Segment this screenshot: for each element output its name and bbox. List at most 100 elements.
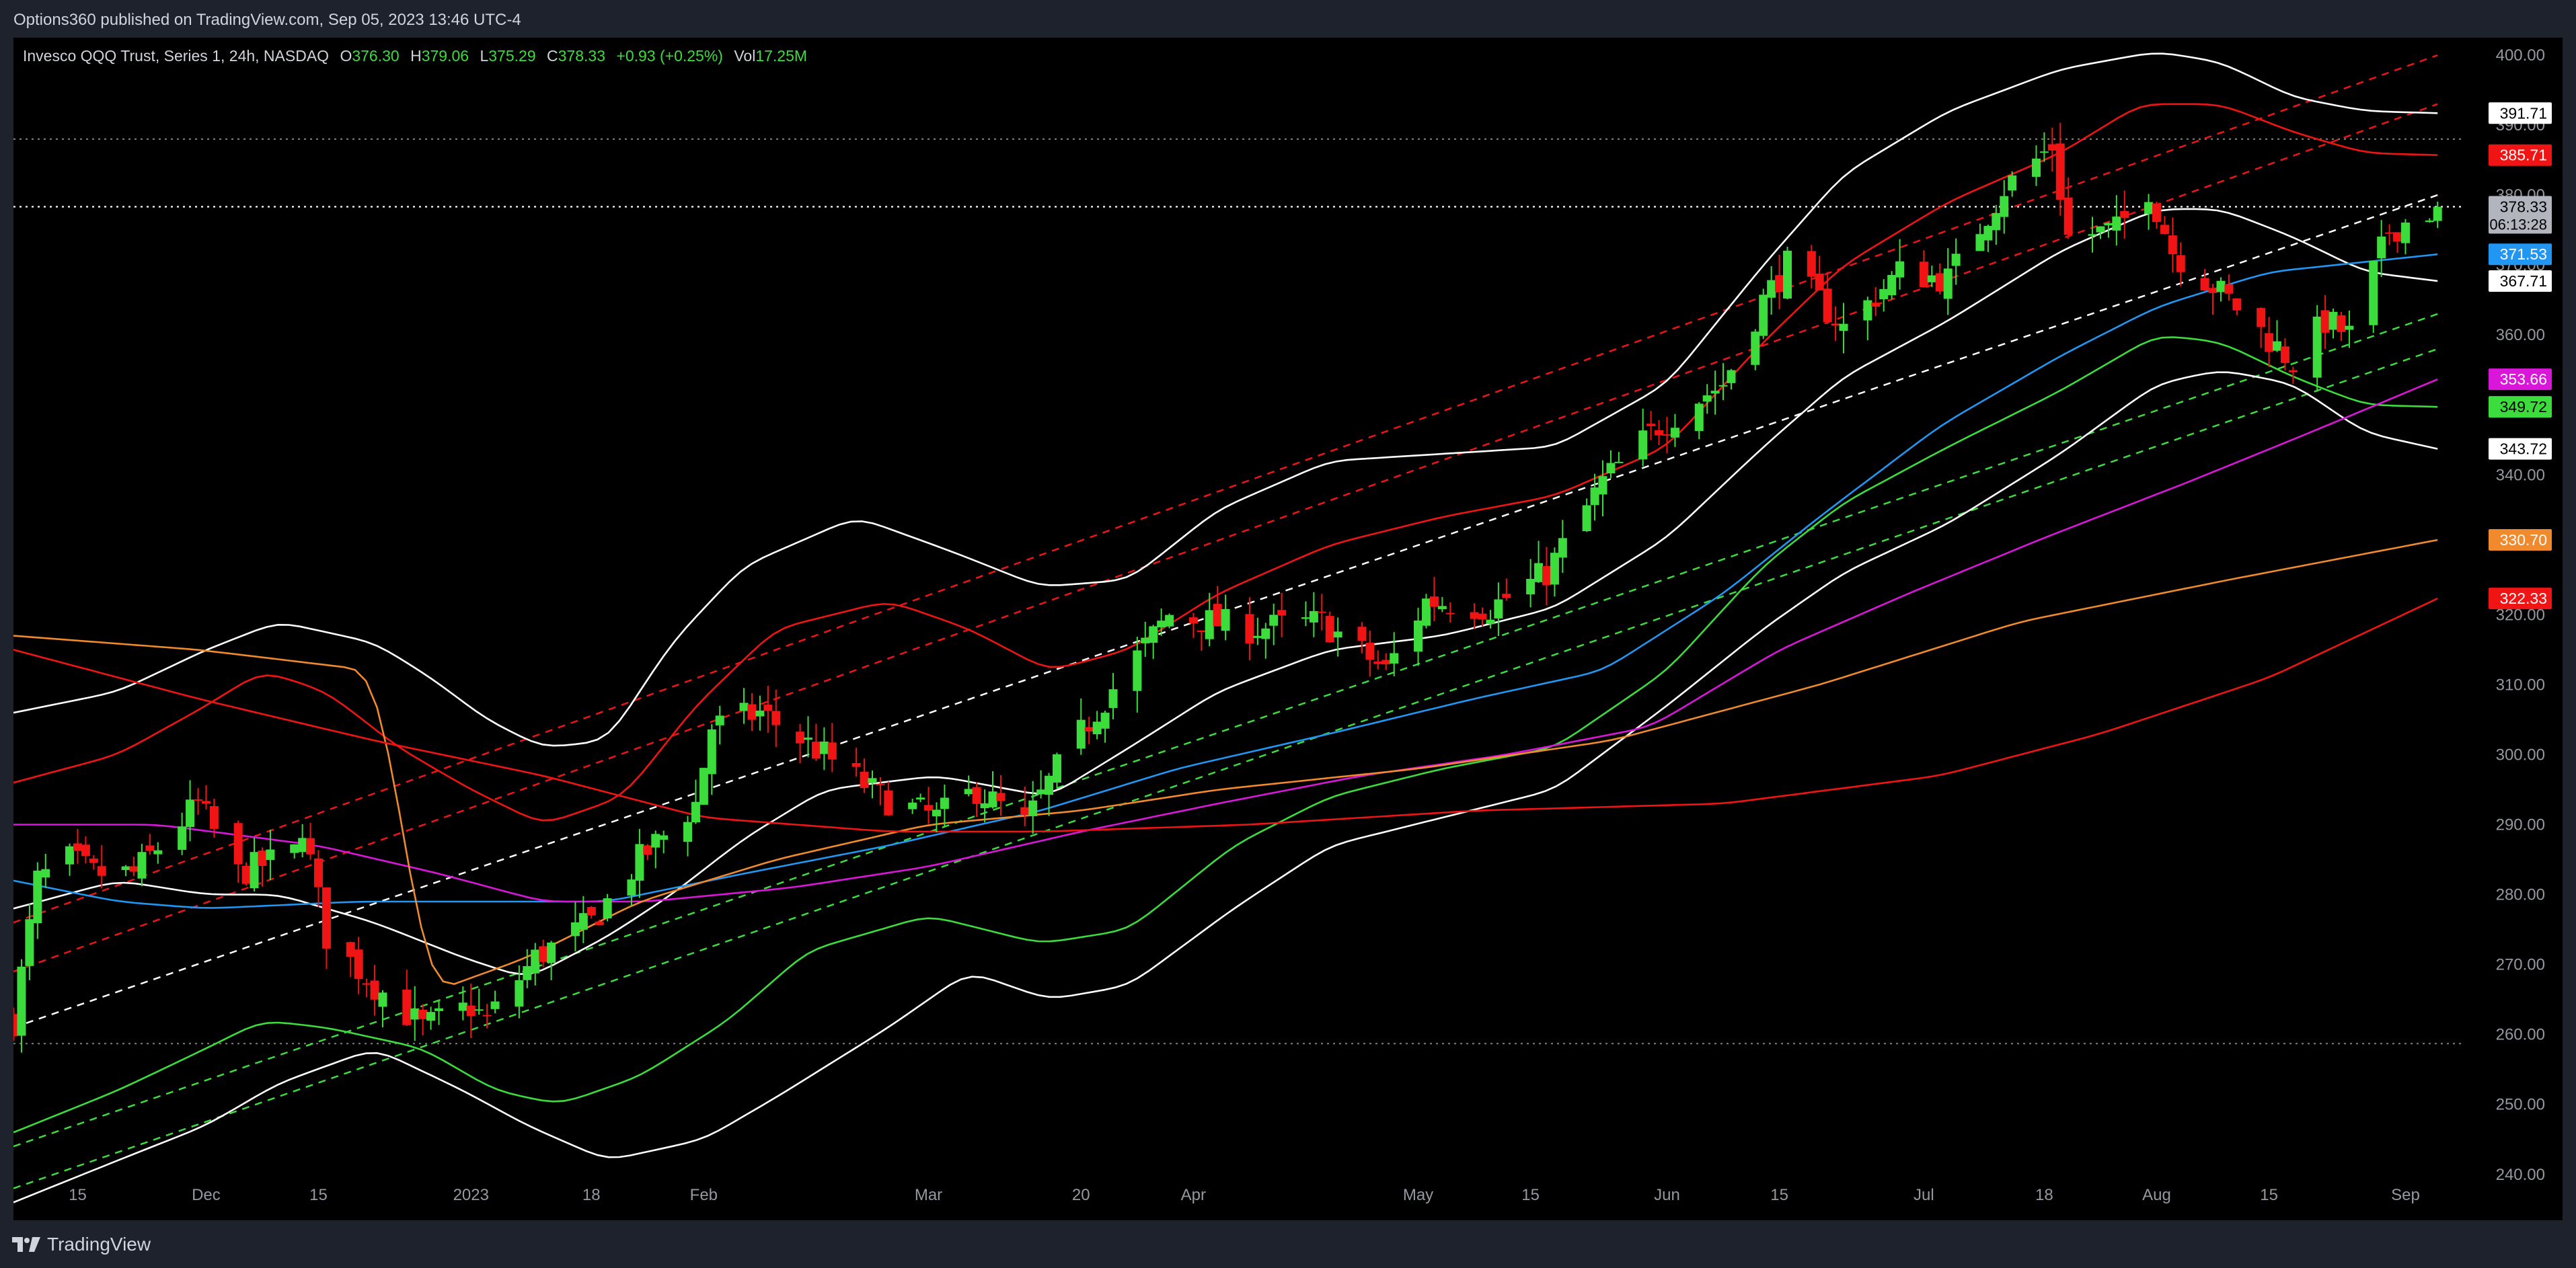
candle-body-112 <box>1261 628 1271 639</box>
candle-body-36 <box>410 1008 420 1020</box>
y-tick-label-1: 250.00 <box>2496 1096 2545 1114</box>
symbol-legend[interactable]: Invesco QQQ Trust, Series 1, 24h, NASDAQ… <box>23 47 807 65</box>
candle-body-117 <box>1317 611 1326 613</box>
candle-body-77 <box>868 778 877 783</box>
candle-body-83 <box>932 809 941 817</box>
candle-body-54 <box>603 898 612 919</box>
candle-body-98 <box>1100 713 1110 729</box>
candle-body-122 <box>1373 661 1383 664</box>
candle-body-76 <box>860 771 869 788</box>
candle-body-64 <box>715 715 724 725</box>
candle-body-213 <box>2393 232 2402 242</box>
candle-body-12 <box>137 852 147 879</box>
indicator-line-8 <box>13 597 2438 833</box>
price-label-text-6: 349.72 <box>2500 398 2547 415</box>
candle-body-200 <box>2257 308 2266 327</box>
candle-body-43 <box>482 1015 492 1017</box>
candle-body-72 <box>811 742 821 759</box>
candle-body-23 <box>258 850 267 866</box>
candle-body-202 <box>2273 341 2282 351</box>
change-value: +0.93 (+0.25%) <box>616 47 723 65</box>
price-label-box-9 <box>2489 588 2552 610</box>
candle-body-29 <box>321 887 331 949</box>
candle-body-212 <box>2385 232 2394 234</box>
candle-body-160 <box>1807 251 1816 277</box>
candle-body-114 <box>1277 610 1287 616</box>
candle-body-96 <box>1084 727 1094 732</box>
footer-bar: TradingView <box>0 1220 2576 1268</box>
price-label-text-5: 353.66 <box>2500 370 2547 388</box>
candle-body-137 <box>1542 565 1551 586</box>
candle-body-9 <box>97 866 106 876</box>
chart-area[interactable]: 240.00 250.00 260.00 270.00 280.00 290.00 300.… <box>13 38 2563 1220</box>
indicator-line-4 <box>13 336 2438 1134</box>
candle-body-10 <box>121 866 130 871</box>
y-tick-label-7: 310.00 <box>2496 676 2545 694</box>
candle-body-181 <box>2039 151 2049 153</box>
candle-body-134 <box>1502 594 1511 598</box>
candle-body-179 <box>2008 175 2017 191</box>
candle-body-94 <box>1052 754 1061 783</box>
candle-body-73 <box>819 742 829 754</box>
time-axis[interactable]: 15 Dec 15 2023 18 Feb Mar 20 Apr May 15 Jun 15 Jul 18 A… <box>69 1186 2420 1204</box>
candle-body-108 <box>1213 604 1222 627</box>
candle-body-166 <box>1871 303 1881 307</box>
price-chart[interactable]: 240.00 250.00 260.00 270.00 280.00 290.00 300.… <box>13 38 2563 1220</box>
candle-body-93 <box>1045 775 1054 795</box>
candle-body-31 <box>354 949 363 980</box>
candle-body-103 <box>1157 621 1166 628</box>
candle-body-169 <box>1895 261 1905 278</box>
candle-body-142 <box>1598 476 1607 495</box>
candle-body-51 <box>578 913 588 930</box>
candle-body-178 <box>2000 196 2009 217</box>
candle-body-121 <box>1365 642 1375 660</box>
y-tick-label-0: 240.00 <box>2496 1166 2545 1184</box>
candle-body-45 <box>515 980 524 1007</box>
candle-body-156 <box>1759 294 1768 336</box>
candle-body-191 <box>2152 203 2161 223</box>
candle-body-19 <box>209 805 219 829</box>
candle-body-151 <box>1702 395 1712 402</box>
x-tick-label-10: 15 <box>1521 1186 1540 1204</box>
candle-body-175 <box>1975 234 1985 251</box>
candle-body-1 <box>17 966 26 1036</box>
candle-body-203 <box>2280 346 2289 363</box>
candle-body-34 <box>378 992 387 1007</box>
candle-body-210 <box>2369 261 2378 325</box>
candle-body-39 <box>434 1008 444 1011</box>
candle-body-138 <box>1550 553 1559 585</box>
candle-body-123 <box>1381 660 1391 665</box>
candle-body-41 <box>466 1005 476 1017</box>
open-label: O <box>340 47 352 65</box>
x-tick-label-12: 15 <box>1770 1186 1788 1204</box>
candle-body-162 <box>1823 288 1832 323</box>
price-label-box-6 <box>2489 396 2552 418</box>
candle-body-209 <box>2345 325 2354 330</box>
tradingview-logo[interactable]: TradingView <box>12 1234 151 1255</box>
low-label: L <box>480 47 489 65</box>
candle-body-168 <box>1887 274 1897 296</box>
candle-body-69 <box>771 711 781 725</box>
indicator-line-1 <box>13 208 2438 976</box>
candle-body-24 <box>266 849 275 861</box>
candle-body-16 <box>186 799 195 828</box>
candle-body-128 <box>1437 606 1447 610</box>
candle-body-125 <box>1414 620 1423 652</box>
candle-body-143 <box>1606 463 1616 474</box>
price-label-box-1 <box>2489 144 2552 166</box>
x-tick-label-13: Jul <box>1914 1186 1934 1204</box>
price-label-text-1: 385.71 <box>2500 147 2547 164</box>
candle-body-97 <box>1092 721 1102 735</box>
candle-body-188 <box>2112 216 2121 231</box>
candle-body-62 <box>699 768 708 805</box>
candle-body-148 <box>1662 434 1671 436</box>
candle-body-211 <box>2377 236 2386 259</box>
candle-body-183 <box>2055 143 2065 200</box>
candle-body-35 <box>402 990 412 1025</box>
candle-body-5 <box>65 846 75 865</box>
candle-body-118 <box>1325 616 1334 643</box>
candle-body-171 <box>1927 275 1936 282</box>
publish-info: Options360 published on TradingView.com,… <box>13 11 521 29</box>
price-label-text-8: 330.70 <box>2500 531 2547 549</box>
price-label-text-7: 343.72 <box>2500 440 2547 458</box>
